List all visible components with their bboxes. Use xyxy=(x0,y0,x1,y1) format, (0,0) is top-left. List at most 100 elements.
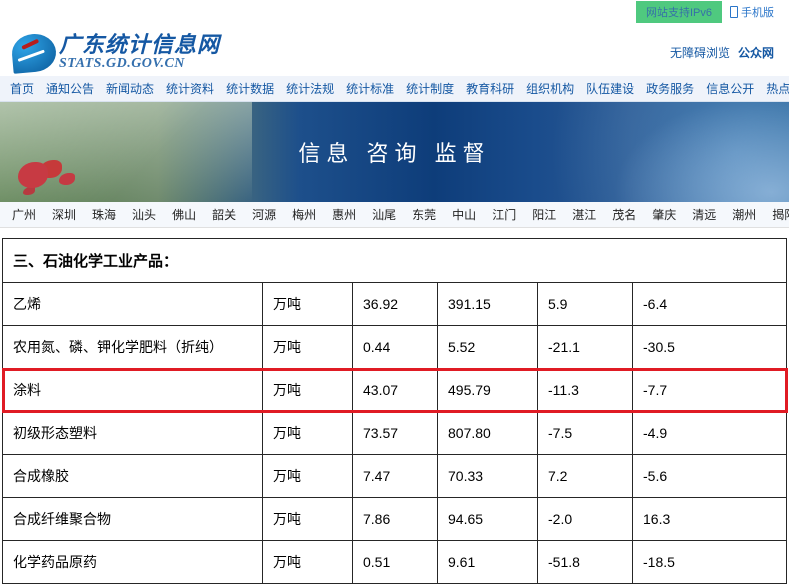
value-cell: 5.9 xyxy=(538,283,633,326)
city-item[interactable]: 汕头 xyxy=(124,206,164,223)
public-net-link[interactable]: 公众网 xyxy=(738,44,774,61)
city-item[interactable]: 中山 xyxy=(444,206,484,223)
nav-item[interactable]: 首页 xyxy=(4,80,40,97)
product-name-cell: 农用氮、磷、钾化学肥料（折纯） xyxy=(3,326,263,369)
city-item[interactable]: 汕尾 xyxy=(364,206,404,223)
section-title-cell: 三、石油化学工业产品： xyxy=(3,239,787,283)
value-cell: 7.2 xyxy=(538,455,633,498)
value-cell: 9.61 xyxy=(438,541,538,584)
city-item[interactable]: 广州 xyxy=(4,206,44,223)
product-name-cell: 涂料 xyxy=(3,369,263,412)
main-nav: 首页通知公告新闻动态统计资料统计数据统计法规统计标准统计制度教育科研组织机构队伍… xyxy=(0,76,789,102)
mobile-version-link[interactable]: 手机版 xyxy=(730,4,774,20)
city-item[interactable]: 肇庆 xyxy=(644,206,684,223)
nav-item[interactable]: 统计制度 xyxy=(400,80,460,97)
data-table-container: 三、石油化学工业产品： 乙烯万吨36.92391.155.9-6.4农用氮、磷、… xyxy=(0,228,789,586)
nav-item[interactable]: 统计标准 xyxy=(340,80,400,97)
city-item[interactable]: 深圳 xyxy=(44,206,84,223)
value-cell: 5.52 xyxy=(438,326,538,369)
top-utility-bar: 网站支持IPv6 手机版 xyxy=(0,0,789,24)
value-cell: -30.5 xyxy=(633,326,787,369)
logo-title-en: STATS.GD.GOV.CN xyxy=(59,56,220,72)
table-row: 初级形态塑料万吨73.57807.80-7.5-4.9 xyxy=(3,412,787,455)
value-cell: 43.07 xyxy=(353,369,438,412)
city-item[interactable]: 惠州 xyxy=(324,206,364,223)
value-cell: -5.6 xyxy=(633,455,787,498)
nav-item[interactable]: 信息公开 xyxy=(700,80,760,97)
products-table: 三、石油化学工业产品： 乙烯万吨36.92391.155.9-6.4农用氮、磷、… xyxy=(2,238,787,584)
value-cell: 0.51 xyxy=(353,541,438,584)
value-cell: 391.15 xyxy=(438,283,538,326)
value-cell: -11.3 xyxy=(538,369,633,412)
nav-item[interactable]: 队伍建设 xyxy=(580,80,640,97)
value-cell: -7.7 xyxy=(633,369,787,412)
nav-item[interactable]: 统计数据 xyxy=(220,80,280,97)
logo-emblem-icon xyxy=(10,32,57,74)
unit-cell: 万吨 xyxy=(263,283,353,326)
value-cell: 36.92 xyxy=(353,283,438,326)
mobile-icon xyxy=(730,6,738,18)
value-cell: 16.3 xyxy=(633,498,787,541)
nav-item[interactable]: 统计资料 xyxy=(160,80,220,97)
city-item[interactable]: 东莞 xyxy=(404,206,444,223)
table-row: 乙烯万吨36.92391.155.9-6.4 xyxy=(3,283,787,326)
city-item[interactable]: 珠海 xyxy=(84,206,124,223)
product-name-cell: 初级形态塑料 xyxy=(3,412,263,455)
value-cell: 807.80 xyxy=(438,412,538,455)
nav-item[interactable]: 教育科研 xyxy=(460,80,520,97)
logo-title-cn: 广东统计信息网 xyxy=(59,34,220,56)
table-row: 合成纤维聚合物万吨7.8694.65-2.016.3 xyxy=(3,498,787,541)
flower-decoration-icon xyxy=(18,162,48,188)
city-item[interactable]: 阳江 xyxy=(524,206,564,223)
logo-text: 广东统计信息网 STATS.GD.GOV.CN xyxy=(59,34,220,72)
mobile-label: 手机版 xyxy=(741,4,774,20)
ipv6-badge: 网站支持IPv6 xyxy=(636,1,722,23)
table-row: 农用氮、磷、钾化学肥料（折纯）万吨0.445.52-21.1-30.5 xyxy=(3,326,787,369)
nav-item[interactable]: 热点专题 xyxy=(760,80,789,97)
nav-item[interactable]: 政务服务 xyxy=(640,80,700,97)
unit-cell: 万吨 xyxy=(263,498,353,541)
value-cell: -2.0 xyxy=(538,498,633,541)
value-cell: -51.8 xyxy=(538,541,633,584)
city-item[interactable]: 茂名 xyxy=(604,206,644,223)
city-item[interactable]: 梅州 xyxy=(284,206,324,223)
unit-cell: 万吨 xyxy=(263,541,353,584)
value-cell: -4.9 xyxy=(633,412,787,455)
city-item[interactable]: 清远 xyxy=(684,206,724,223)
nav-item[interactable]: 新闻动态 xyxy=(100,80,160,97)
city-item[interactable]: 佛山 xyxy=(164,206,204,223)
product-name-cell: 合成橡胶 xyxy=(3,455,263,498)
table-row: 合成橡胶万吨7.4770.337.2-5.6 xyxy=(3,455,787,498)
table-section-header: 三、石油化学工业产品： xyxy=(3,239,787,283)
value-cell: 495.79 xyxy=(438,369,538,412)
product-name-cell: 合成纤维聚合物 xyxy=(3,498,263,541)
value-cell: 73.57 xyxy=(353,412,438,455)
value-cell: -6.4 xyxy=(633,283,787,326)
nav-item[interactable]: 统计法规 xyxy=(280,80,340,97)
unit-cell: 万吨 xyxy=(263,369,353,412)
table-row: 化学药品原药万吨0.519.61-51.8-18.5 xyxy=(3,541,787,584)
accessible-link[interactable]: 无障碍浏览 xyxy=(670,44,730,61)
city-nav: 广州深圳珠海汕头佛山韶关河源梅州惠州汕尾东莞中山江门阳江湛江茂名肇庆清远潮州揭阳… xyxy=(0,202,789,228)
value-cell: 0.44 xyxy=(353,326,438,369)
city-item[interactable]: 江门 xyxy=(484,206,524,223)
value-cell: -21.1 xyxy=(538,326,633,369)
nav-item[interactable]: 组织机构 xyxy=(520,80,580,97)
city-item[interactable]: 揭阳 xyxy=(764,206,789,223)
banner-title: 信息 咨询 监督 xyxy=(298,136,490,168)
value-cell: 7.86 xyxy=(353,498,438,541)
value-cell: -7.5 xyxy=(538,412,633,455)
city-item[interactable]: 湛江 xyxy=(564,206,604,223)
value-cell: 94.65 xyxy=(438,498,538,541)
city-item[interactable]: 河源 xyxy=(244,206,284,223)
nav-item[interactable]: 通知公告 xyxy=(40,80,100,97)
value-cell: -18.5 xyxy=(633,541,787,584)
site-logo[interactable]: 广东统计信息网 STATS.GD.GOV.CN xyxy=(12,34,220,72)
product-name-cell: 乙烯 xyxy=(3,283,263,326)
city-item[interactable]: 潮州 xyxy=(724,206,764,223)
unit-cell: 万吨 xyxy=(263,412,353,455)
hero-banner: 信息 咨询 监督 xyxy=(0,102,789,202)
unit-cell: 万吨 xyxy=(263,455,353,498)
value-cell: 70.33 xyxy=(438,455,538,498)
city-item[interactable]: 韶关 xyxy=(204,206,244,223)
